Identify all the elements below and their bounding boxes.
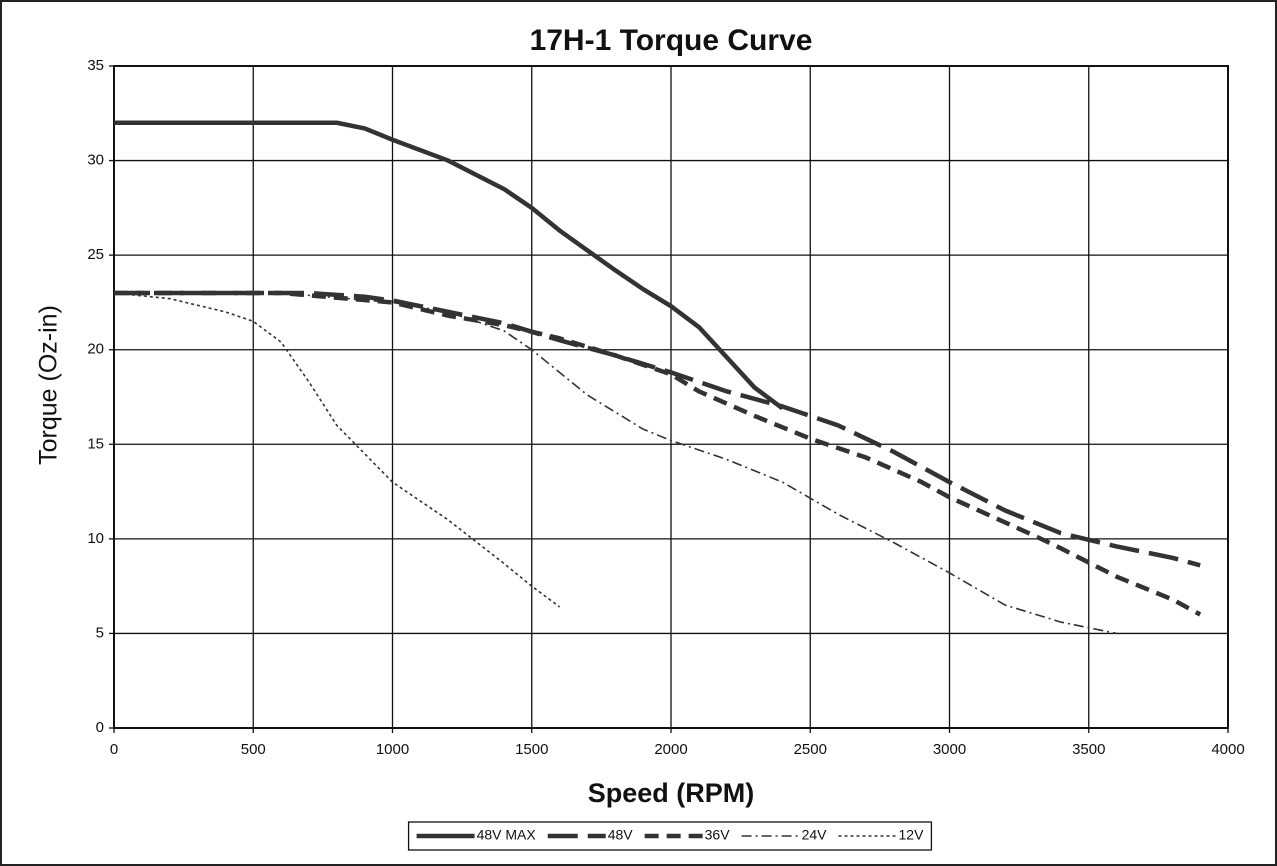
series-line <box>114 292 1117 635</box>
legend-label: 48V MAX <box>477 827 537 843</box>
x-tick-label: 1500 <box>515 741 548 758</box>
series-line <box>113 292 561 608</box>
y-tick-label: 15 <box>87 435 104 452</box>
y-tick-label: 20 <box>87 341 104 358</box>
y-tick-label: 30 <box>87 152 104 169</box>
x-tick-label: 4000 <box>1211 741 1244 758</box>
legend: 48V MAX 48V 36V 24V 12V <box>407 821 933 851</box>
y-axis-label: Torque (Oz-in) <box>35 305 63 465</box>
x-tick-label: 0 <box>110 741 118 758</box>
x-tick-label: 2000 <box>654 741 687 758</box>
y-tick-label: 5 <box>96 624 104 641</box>
legend-label: 12V <box>898 827 924 843</box>
series-line <box>114 290 1201 568</box>
series-line <box>114 120 784 411</box>
y-tick-label: 25 <box>87 246 104 263</box>
y-tick-label: 10 <box>87 530 104 547</box>
x-tick-label: 2500 <box>794 741 827 758</box>
y-tick-label: 35 <box>87 57 104 74</box>
series-line <box>114 290 1202 617</box>
x-tick-label: 500 <box>241 741 266 758</box>
x-tick-label: 1000 <box>376 741 409 758</box>
y-tick-label: 0 <box>96 719 104 736</box>
x-tick-label: 3500 <box>1072 741 1105 758</box>
plot-border <box>113 65 1229 729</box>
chart-title: 17H-1 Torque Curve <box>530 24 813 57</box>
x-axis-label: Speed (RPM) <box>588 778 755 808</box>
legend-label: 36V <box>705 827 731 843</box>
x-tick-label: 3000 <box>933 741 966 758</box>
legend-label: 48V <box>608 827 634 843</box>
legend-label: 24V <box>802 827 828 843</box>
